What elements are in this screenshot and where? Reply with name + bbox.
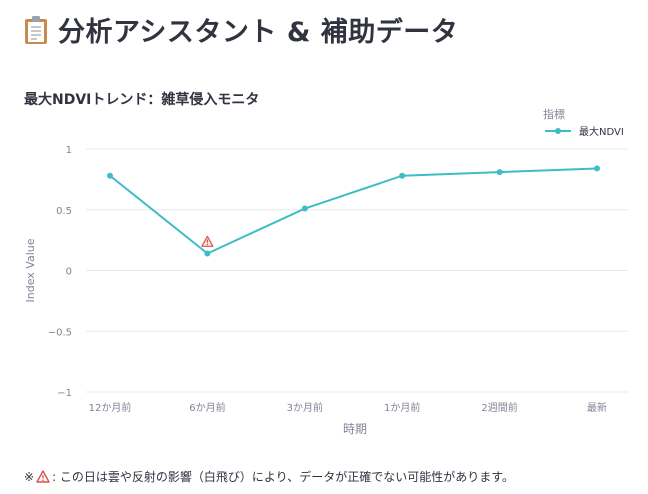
x-tick-label: 2週間前	[481, 401, 517, 414]
x-tick-label: 最新	[587, 401, 607, 414]
legend-title: 指標	[543, 107, 565, 121]
chart-title: 最大NDVIトレンド：雑草侵入モニタ	[24, 92, 260, 108]
legend-marker	[555, 128, 561, 134]
x-axis-title: 時期	[343, 422, 367, 436]
data-point	[399, 172, 406, 179]
clipboard-icon	[24, 15, 48, 45]
data-point	[301, 205, 308, 212]
y-tick-label: 0	[66, 267, 72, 278]
warning-icon	[201, 235, 214, 247]
legend-label: 最大NDVI	[579, 125, 624, 138]
y-tick-label: −1	[57, 388, 72, 399]
page-header: 分析アシスタント & 補助データ	[24, 10, 458, 49]
data-point	[594, 165, 600, 172]
x-tick-label: 6か月前	[189, 401, 225, 414]
series-line	[109, 167, 598, 255]
x-tick-label: 12か月前	[89, 401, 132, 414]
data-point	[107, 172, 113, 179]
warning-icon	[36, 470, 50, 483]
x-tick-label: 1か月前	[384, 401, 420, 414]
footnote-prefix: ※	[24, 469, 35, 484]
data-point	[204, 250, 211, 257]
y-axis-title: Index Value	[24, 238, 37, 302]
data-point	[496, 169, 503, 176]
footnote-text: : この日は雲や反射の影響（白飛び）により、データが正確でない可能性があります。	[52, 470, 515, 484]
page-title: 分析アシスタント & 補助データ	[58, 17, 459, 48]
y-tick-label: −0.5	[48, 327, 72, 338]
x-tick-label: 3か月前	[287, 401, 323, 414]
y-tick-label: 0.5	[56, 206, 72, 217]
footnote: ※ : この日は雲や反射の影響（白飛び）により、データが正確でない可能性がありま…	[24, 468, 514, 485]
y-tick-label: 1	[66, 145, 72, 156]
